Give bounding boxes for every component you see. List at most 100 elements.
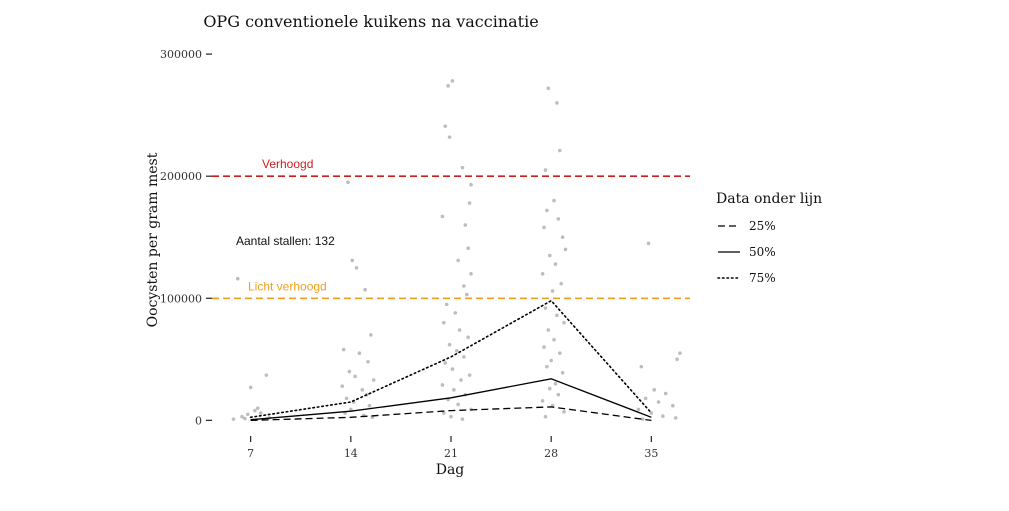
data-point bbox=[346, 180, 350, 185]
data-point bbox=[540, 272, 545, 276]
data-point bbox=[467, 373, 472, 377]
quantile-lines bbox=[249, 299, 653, 422]
data-point bbox=[443, 361, 448, 365]
data-point bbox=[341, 347, 346, 352]
data-point bbox=[371, 378, 376, 382]
data-point bbox=[357, 351, 362, 356]
data-point bbox=[467, 201, 472, 205]
data-point bbox=[673, 416, 678, 420]
data-point bbox=[443, 124, 448, 128]
data-point bbox=[447, 342, 452, 347]
data-point bbox=[454, 348, 459, 353]
data-point bbox=[253, 408, 257, 413]
data-point bbox=[543, 168, 548, 172]
data-point bbox=[452, 388, 456, 392]
data-point bbox=[547, 253, 552, 258]
data-point bbox=[557, 148, 562, 153]
chart-title: OPG conventionele kuikens na vaccinatie bbox=[203, 12, 538, 31]
data-point bbox=[646, 241, 651, 246]
data-point bbox=[555, 101, 559, 105]
data-point bbox=[553, 262, 558, 266]
data-point bbox=[562, 410, 566, 414]
threshold-lines: Verhoogd Licht verhoogd bbox=[212, 157, 690, 300]
data-point bbox=[542, 225, 546, 230]
data-point bbox=[349, 407, 353, 412]
data-point bbox=[450, 79, 455, 83]
data-point bbox=[367, 403, 372, 408]
y-axis: 0 100000 200000 300000 bbox=[160, 48, 212, 427]
data-point bbox=[546, 328, 551, 332]
data-point bbox=[442, 320, 446, 325]
data-point bbox=[264, 373, 269, 377]
data-point bbox=[248, 385, 253, 390]
x-tick-label: 35 bbox=[644, 447, 658, 460]
data-point bbox=[347, 369, 352, 374]
data-point bbox=[440, 214, 445, 219]
data-point bbox=[245, 412, 250, 417]
data-point bbox=[463, 223, 468, 227]
y-tick-label: 300000 bbox=[160, 48, 202, 61]
data-point bbox=[661, 414, 665, 418]
data-point bbox=[652, 388, 657, 392]
data-point bbox=[446, 84, 450, 88]
data-point bbox=[678, 351, 682, 356]
data-point bbox=[543, 414, 548, 419]
data-point bbox=[469, 272, 473, 276]
y-tick-label: 100000 bbox=[160, 292, 202, 305]
data-point bbox=[640, 417, 645, 421]
data-point bbox=[353, 374, 357, 379]
legend-label: 25% bbox=[749, 219, 776, 233]
data-point bbox=[447, 135, 452, 139]
data-point bbox=[340, 384, 345, 388]
data-point bbox=[344, 396, 349, 401]
data-point bbox=[444, 302, 449, 307]
data-point bbox=[639, 364, 644, 369]
data-point bbox=[636, 407, 641, 412]
series-line-75pct bbox=[249, 299, 653, 419]
data-point bbox=[459, 378, 463, 382]
data-point bbox=[442, 411, 446, 415]
y-tick-label: 0 bbox=[195, 414, 202, 427]
data-point bbox=[663, 391, 668, 396]
data-point bbox=[235, 276, 240, 281]
data-point bbox=[462, 284, 466, 288]
data-point bbox=[543, 306, 548, 310]
y-tick-label: 200000 bbox=[160, 170, 202, 183]
data-point bbox=[542, 345, 546, 349]
legend-label: 75% bbox=[749, 271, 776, 285]
data-point bbox=[671, 403, 675, 408]
data-point bbox=[354, 265, 359, 270]
data-point bbox=[456, 258, 460, 263]
data-point bbox=[369, 333, 373, 337]
data-point bbox=[559, 281, 563, 286]
x-tick-label: 21 bbox=[444, 447, 458, 460]
data-point bbox=[547, 386, 552, 391]
data-point bbox=[466, 335, 470, 340]
data-point bbox=[464, 292, 469, 297]
series-line-50pct bbox=[250, 378, 652, 421]
data-point bbox=[457, 328, 462, 332]
data-point bbox=[240, 414, 244, 419]
data-point bbox=[550, 289, 555, 293]
data-point bbox=[450, 367, 455, 371]
data-point bbox=[545, 208, 549, 213]
data-point bbox=[363, 287, 367, 292]
data-point bbox=[456, 402, 460, 407]
data-point bbox=[460, 165, 465, 170]
data-point bbox=[557, 351, 562, 356]
threshold-label: Licht verhoogd bbox=[248, 279, 327, 293]
data-point bbox=[563, 247, 568, 252]
data-point bbox=[546, 86, 551, 91]
legend: Data onder lijn 25% 50% 75% bbox=[716, 191, 822, 285]
data-point bbox=[460, 417, 465, 421]
data-point bbox=[453, 311, 458, 315]
data-point bbox=[560, 370, 565, 375]
data-point bbox=[643, 396, 648, 401]
data-point bbox=[555, 313, 559, 318]
data-point bbox=[649, 411, 654, 415]
data-point bbox=[552, 337, 556, 342]
threshold-label: Verhoogd bbox=[262, 157, 313, 171]
y-axis-label: Oocysten per gram mest bbox=[145, 152, 161, 327]
data-point bbox=[560, 235, 565, 240]
